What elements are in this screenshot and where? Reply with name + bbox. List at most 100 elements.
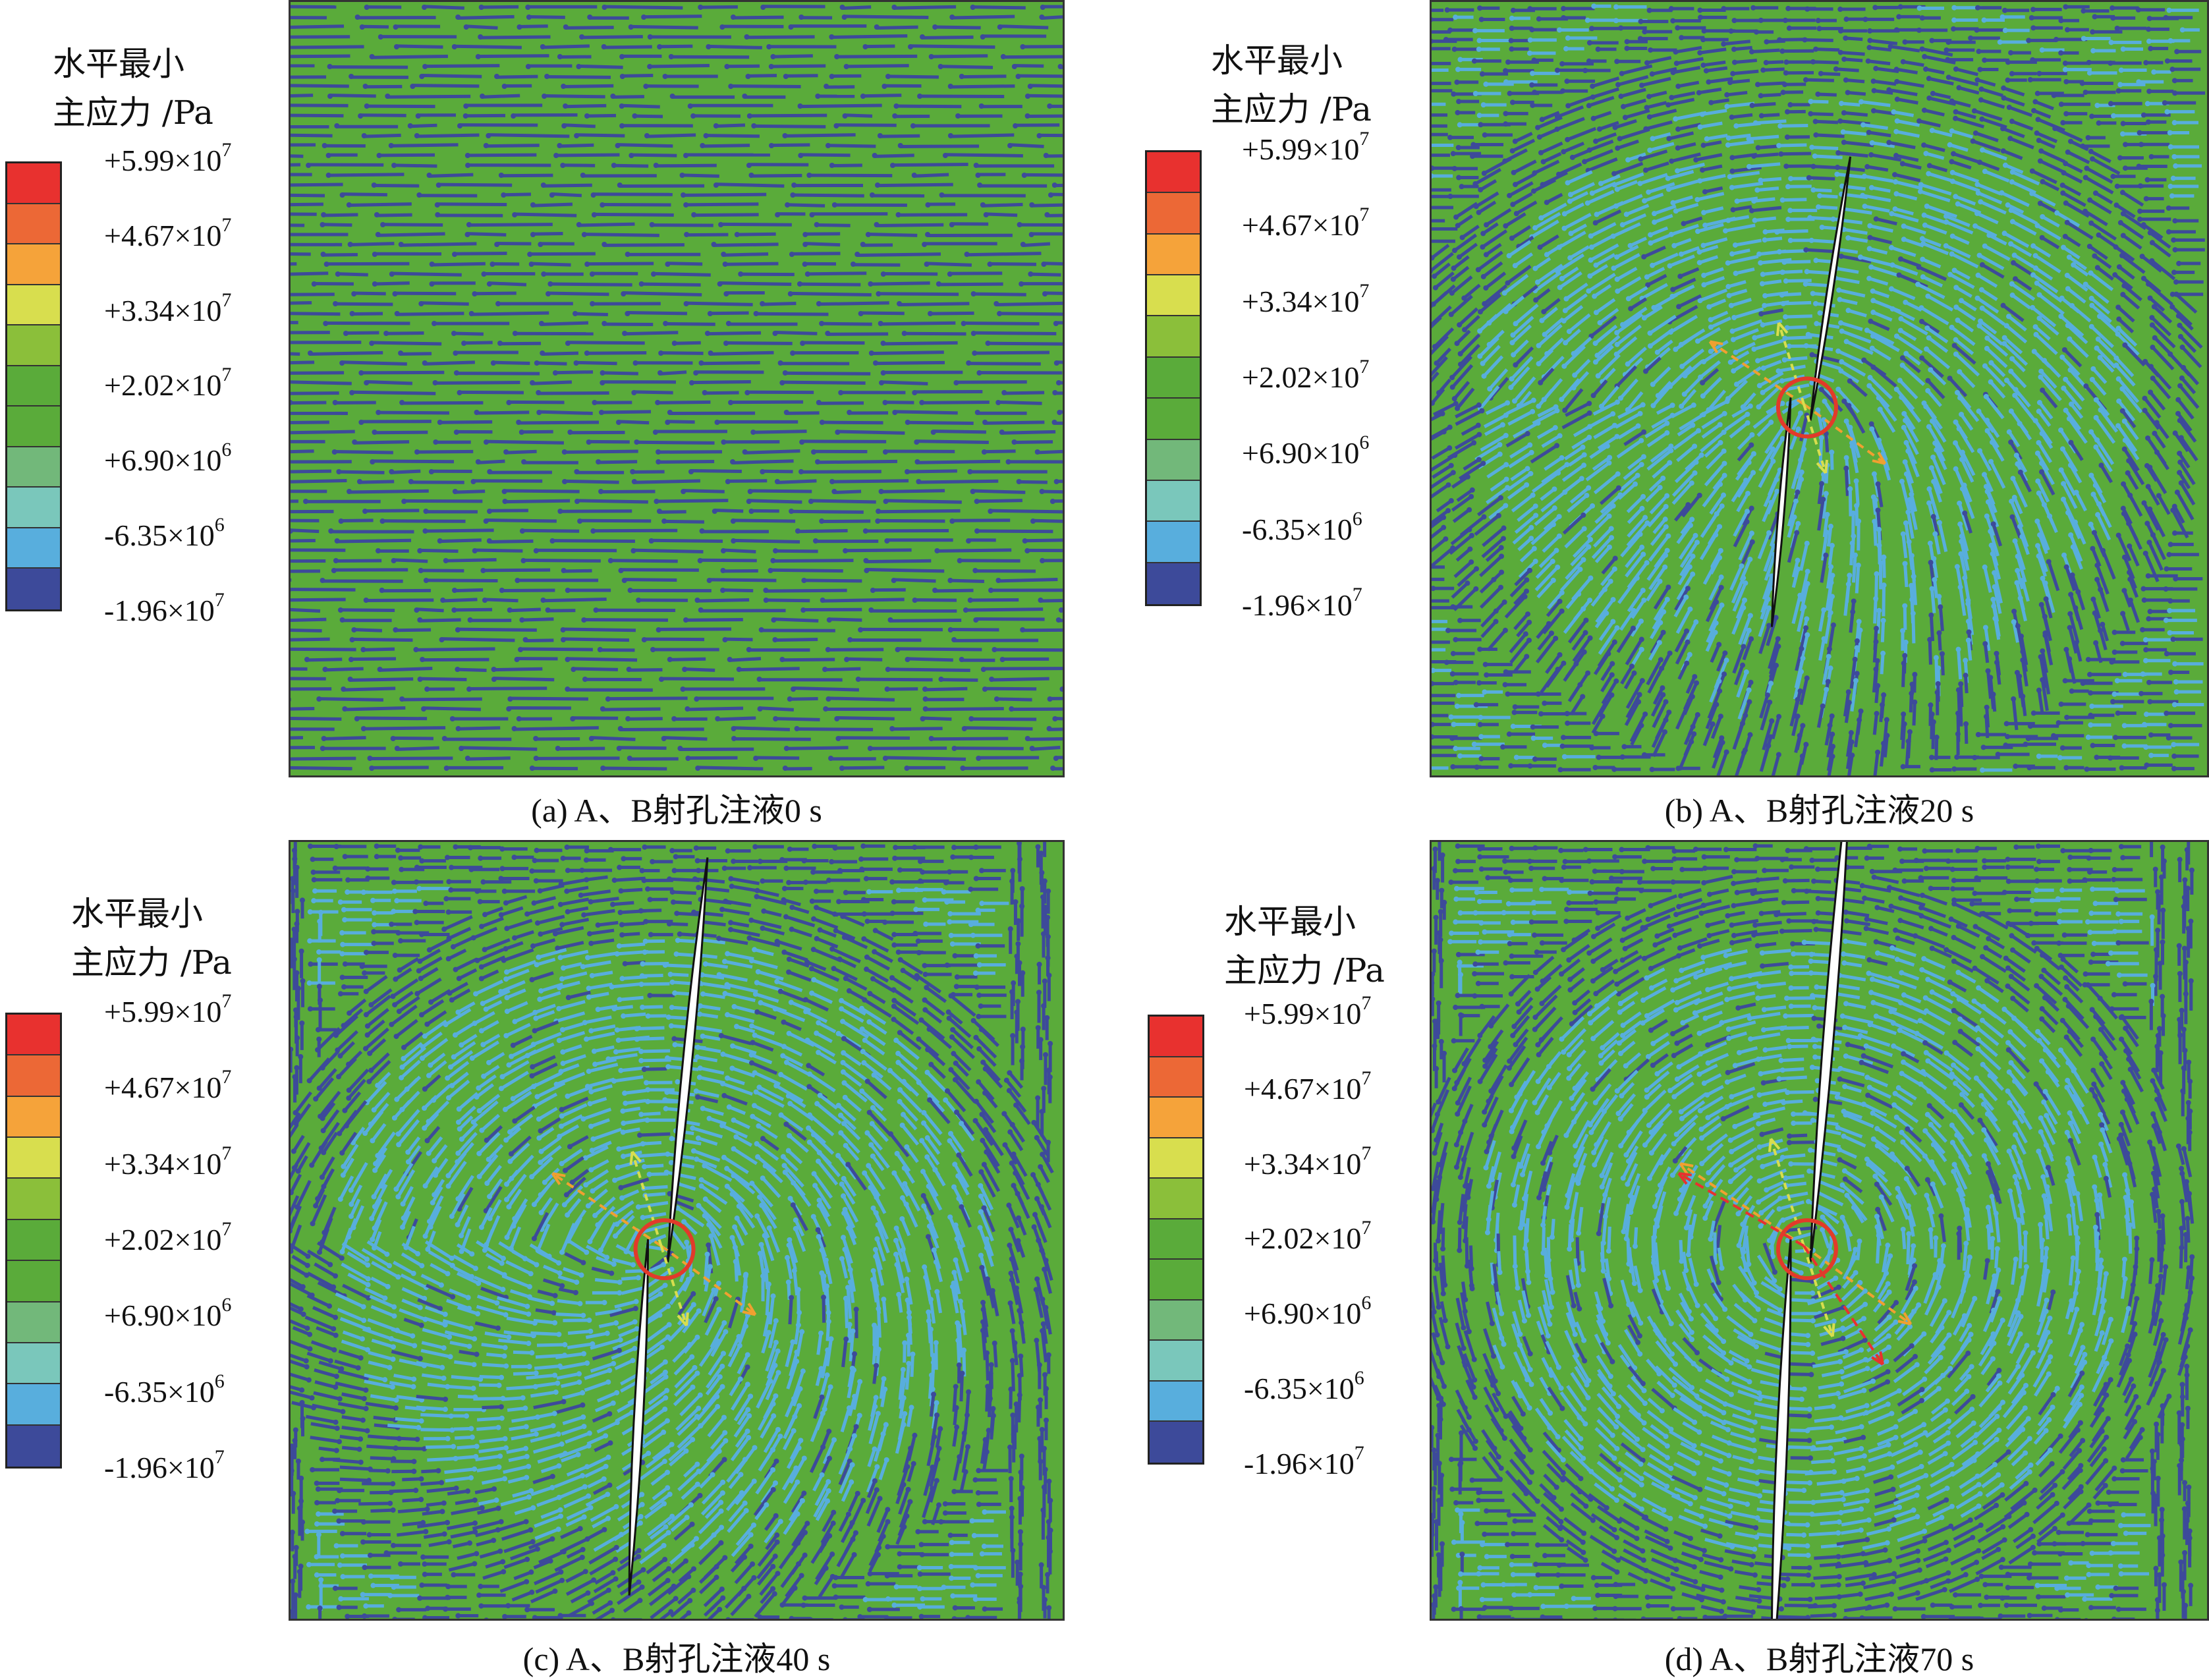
highlight-circle [1776,376,1838,439]
legend-swatch [7,1179,60,1220]
legend-label-exponent: 7 [1352,583,1362,605]
highlight-circle [633,1218,696,1281]
direction-arrow [551,1172,662,1247]
legend-swatch [7,528,60,569]
arrow-head [629,1150,642,1165]
stress-field-svg [291,842,1054,1619]
legend-label-mantissa: -1.96×10 [1242,588,1353,622]
legend-label: +2.02×107 [104,365,231,403]
legend-label-exponent: 6 [1354,1367,1364,1389]
legend-swatch [7,1302,60,1343]
fracture [1771,1239,1792,1619]
arrow-head [677,1312,689,1327]
legend-label-mantissa: +4.67×10 [1242,208,1360,242]
arrow-head [1897,1312,1913,1326]
legend-swatch [1147,399,1200,440]
direction-arrow [1803,1245,1912,1326]
legend-label: +3.34×107 [104,290,231,327]
legend-label-mantissa: +4.67×10 [104,1071,222,1105]
legend-swatch [1150,1341,1202,1382]
direction-arrow [1803,1245,1834,1337]
stress-vectors [1432,842,2195,1619]
legend-swatch [7,244,60,285]
legend-swatch [7,1425,60,1467]
legend-swatch [1147,522,1200,563]
legend-label-exponent: 7 [221,364,232,386]
legend-swatch [1147,563,1200,604]
legend-label-mantissa: +6.90×10 [104,443,222,478]
arrow-head [1679,1162,1694,1175]
legend-title-line1: 水平最小 [71,895,203,933]
legend-label: +5.99×107 [1242,129,1369,166]
legend-label-exponent: 7 [221,1142,232,1164]
arrow-head [1823,1323,1835,1337]
legend-label: -1.96×107 [104,590,225,627]
legend-swatch [7,406,60,447]
legend-label-mantissa: +3.34×10 [104,293,222,327]
arrow-head [1768,1138,1781,1152]
legend-swatch [7,163,60,204]
plot-a [289,0,1065,777]
legend-label-mantissa: +3.34×10 [1244,1146,1362,1181]
legend-label-mantissa: +6.90×10 [1242,436,1360,470]
legend-swatch [7,204,60,245]
fracture [1770,397,1792,627]
direction-arrow [1709,340,1805,406]
legend-swatch [1150,1381,1202,1422]
arrow-head [742,1302,757,1316]
legend-swatch [1150,1422,1202,1463]
legend-swatch [1150,1017,1202,1057]
legend-label-mantissa: -1.96×10 [104,593,215,627]
legend-swatch [7,1138,60,1179]
direction-arrow [1803,403,1886,465]
legend-title-line2: 主应力 /Pa [71,943,232,982]
color-legend-d [1148,1015,1204,1465]
legend-swatch [7,1015,60,1056]
plot-b [1430,0,2209,777]
legend-swatch [7,285,60,326]
direction-arrow [660,1245,756,1316]
fracture-group [1708,156,1887,627]
legend-swatch [1147,193,1200,235]
legend-swatch [1147,357,1200,399]
legend-label-exponent: 7 [221,1218,232,1240]
legend-label-mantissa: -6.35×10 [1242,512,1353,546]
legend-title-line1: 水平最小 [1224,903,1356,941]
legend-label-exponent: 7 [1361,1142,1372,1164]
legend-label-exponent: 7 [1354,1442,1364,1464]
stress-vectors [291,5,1063,771]
stress-field-svg [1432,842,2195,1619]
arrow-head [1677,1172,1692,1185]
legend-swatch [1150,1057,1202,1098]
fracture-group [551,857,757,1596]
legend-title-b: 水平最小 主应力 /Pa [1211,36,1372,134]
arrow-head [1816,459,1829,474]
legend-label-exponent: 6 [1361,1292,1372,1314]
legend-title-line1: 水平最小 [1211,42,1343,80]
legend-label: -1.96×107 [104,1447,225,1483]
fracture [667,857,709,1263]
legend-title-line1: 水平最小 [53,45,184,83]
stress-vectors [1432,3,2206,775]
legend-label-mantissa: +6.90×10 [1244,1297,1362,1331]
legend-label-exponent: 6 [221,1294,232,1316]
legend-label: +4.67×107 [104,215,231,251]
caption-d: (d) A、B射孔注液70 s [1664,1640,1974,1677]
legend-swatch [7,1096,60,1138]
fracture-group [1677,842,1913,1619]
legend-title-line2: 主应力 /Pa [1211,90,1372,128]
legend-label-mantissa: +2.02×10 [1244,1221,1362,1256]
legend-label-exponent: 7 [1359,355,1370,378]
legend-label-mantissa: +2.02×10 [104,368,222,403]
legend-swatch [7,569,60,609]
legend-title-c: 水平最小 主应力 /Pa [71,889,232,987]
legend-swatch [7,1261,60,1302]
legend-label-exponent: 7 [221,139,232,161]
legend-label: +5.99×107 [104,140,231,176]
direction-arrow [630,1151,663,1246]
legend-label-mantissa: +5.99×10 [1242,132,1360,166]
legend-label: +6.90×106 [1242,433,1369,470]
legend-label: -1.96×107 [1244,1443,1364,1479]
stress-vectors [291,842,1054,1619]
legend-label: +2.02×107 [1242,356,1369,393]
